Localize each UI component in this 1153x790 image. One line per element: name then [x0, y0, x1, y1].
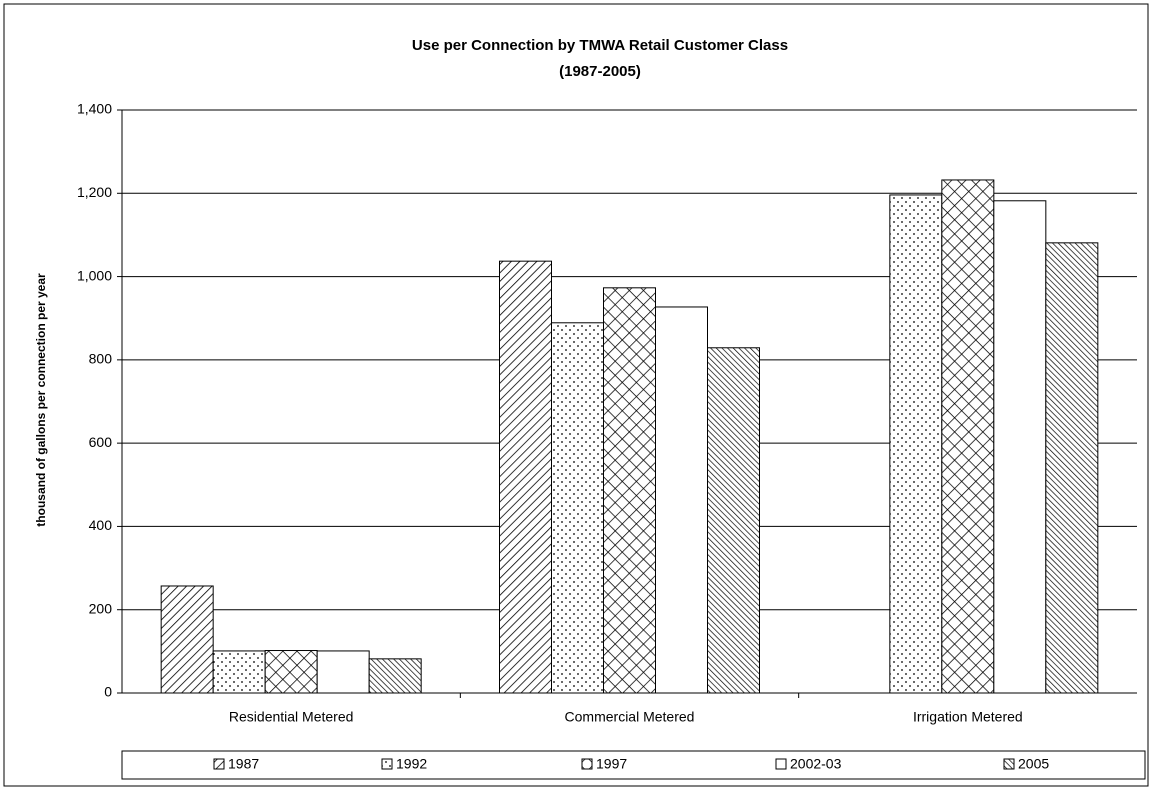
chart-title: Use per Connection by TMWA Retail Custom… [412, 37, 788, 54]
chart-border [3, 3, 1149, 787]
legend-swatch [581, 758, 593, 770]
bar [941, 179, 995, 694]
bar [707, 347, 760, 694]
legend-label: 2002-03 [790, 756, 842, 772]
legend-label: 1987 [228, 756, 259, 772]
bar [499, 260, 552, 694]
y-tick-label: 1,400 [77, 101, 112, 117]
y-tick-label: 0 [104, 684, 112, 700]
x-tick-label: Irrigation Metered [913, 709, 1023, 725]
bar [655, 306, 708, 694]
bar [212, 650, 266, 694]
legend-label: 1997 [596, 756, 627, 772]
bar [603, 287, 656, 694]
bar [1045, 242, 1099, 694]
chart-subtitle: (1987-2005) [559, 63, 641, 80]
y-tick-label: 400 [89, 517, 113, 533]
legend-swatch [381, 758, 393, 770]
legend-label: 1992 [396, 756, 427, 772]
legend-swatch [213, 758, 225, 770]
legend-swatch [775, 758, 787, 770]
y-axis-label: thousand of gallons per connection per y… [34, 273, 48, 527]
y-tick-label: 800 [89, 351, 113, 367]
legend-label: 2005 [1018, 756, 1049, 772]
bar [889, 194, 943, 694]
legend-swatch [1003, 758, 1015, 770]
bar [264, 650, 318, 694]
x-tick-label: Residential Metered [229, 709, 354, 725]
legend-box [121, 750, 1146, 780]
bar [368, 658, 422, 694]
bar [316, 650, 370, 694]
y-tick-label: 600 [89, 434, 113, 450]
x-tick-label: Commercial Metered [565, 709, 695, 725]
bar [160, 585, 214, 694]
bar [551, 322, 604, 694]
y-tick-label: 200 [89, 600, 113, 616]
y-tick-label: 1,000 [77, 267, 112, 283]
y-tick-label: 1,200 [77, 184, 112, 200]
bar [993, 200, 1047, 694]
